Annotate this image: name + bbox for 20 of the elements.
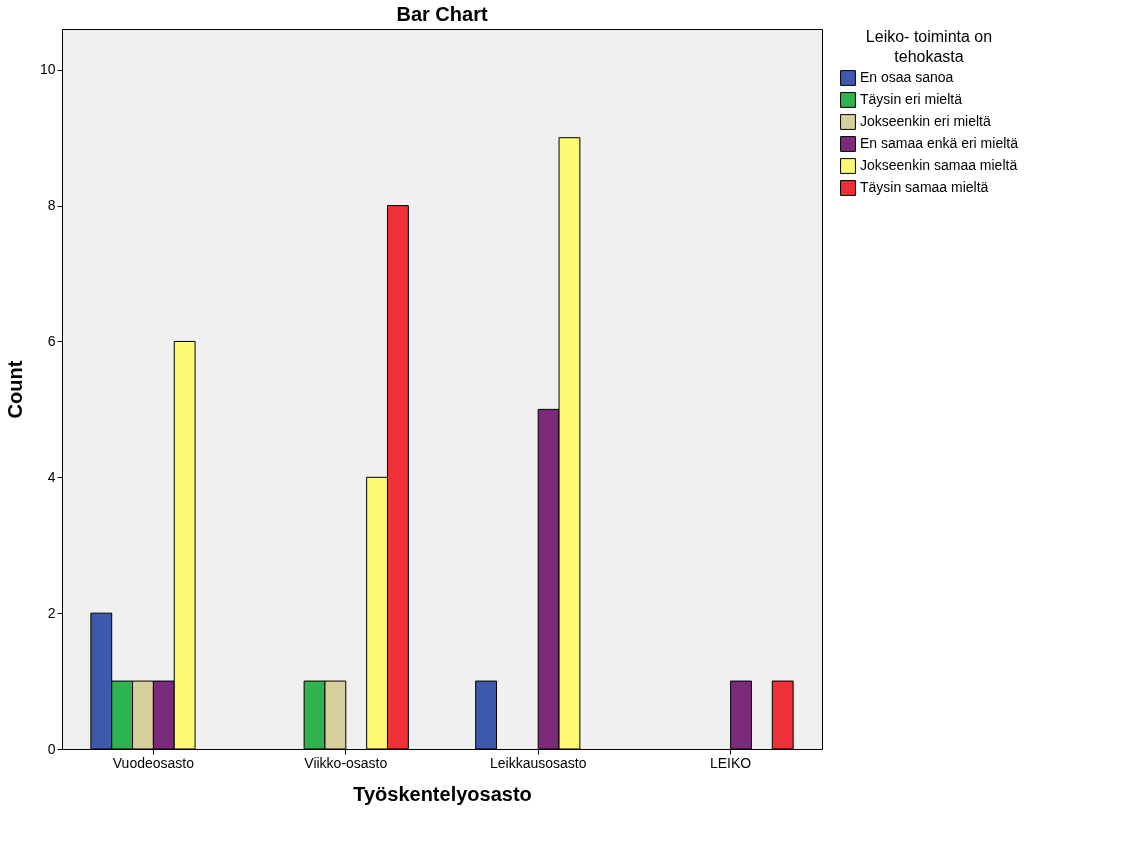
legend-label: Jokseenkin eri mieltä: [860, 113, 991, 129]
legend-title: Leiko- toiminta on tehokasta: [865, 28, 993, 65]
y-tick-label: 6: [47, 332, 56, 349]
x-tick-label: Vuodeosasto: [112, 754, 195, 771]
legend-label: Jokseenkin samaa mieltä: [860, 157, 1018, 173]
chart-title: Bar Chart: [396, 3, 488, 25]
y-tick-label: 4: [47, 468, 56, 485]
y-tick-label: 0: [47, 740, 56, 757]
x-tick-label: LEIKO: [709, 754, 752, 771]
y-axis-title: Count: [3, 360, 26, 419]
legend-label: Täysin samaa mieltä: [860, 179, 989, 195]
legend-label: En osaa sanoa: [860, 69, 954, 85]
x-tick-label: Viikko-osasto: [304, 754, 388, 771]
y-tick-label: 10: [39, 61, 56, 78]
y-tick-label: 2: [47, 604, 56, 621]
x-axis-title: Työskentelyosasto: [353, 782, 532, 805]
legend-label: En samaa enkä eri mieltä: [860, 135, 1019, 151]
legend-label: Täysin eri mieltä: [860, 91, 963, 107]
x-tick-label: Leikkausosasto: [489, 754, 587, 771]
y-tick-label: 8: [47, 197, 56, 214]
